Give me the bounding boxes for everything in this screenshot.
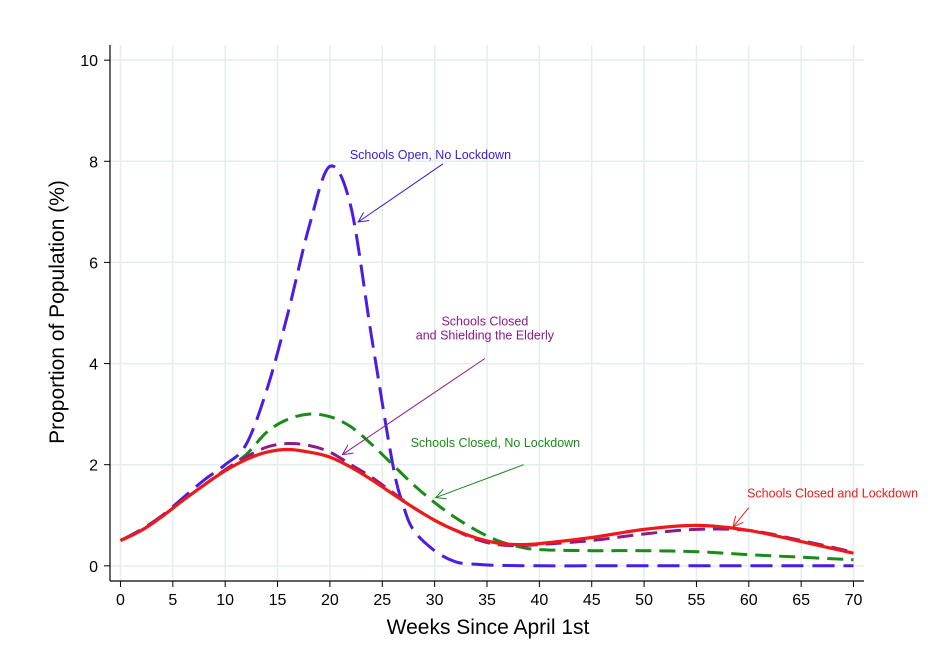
x-tick-label: 65	[792, 592, 810, 609]
series-line-1	[119, 164, 854, 568]
x-tick-label: 25	[373, 592, 391, 609]
annotations: Schools Open, No Lockdown Schools Closeda…	[342, 148, 918, 527]
x-tick-label: 45	[583, 592, 601, 609]
annotation-arrow	[358, 163, 444, 222]
annotation-label: Schools Closed and Lockdown	[747, 487, 918, 501]
annotation-3: Schools Closed, No Lockdown	[411, 436, 581, 498]
x-tick-label: 55	[688, 592, 706, 609]
annotation-1: Schools Open, No Lockdown	[350, 148, 511, 222]
x-tick-label: 60	[740, 592, 758, 609]
x-tick-label: 30	[426, 592, 444, 609]
series-line-4	[119, 447, 854, 555]
annotation-label: Schools Closed, No Lockdown	[411, 436, 581, 450]
annotation-label: Schools Closed	[441, 315, 528, 329]
annotation-arrow	[436, 464, 524, 498]
series-lines	[119, 164, 854, 568]
x-tick-label: 15	[269, 592, 287, 609]
y-tick-label: 10	[80, 53, 98, 70]
x-tick-label: 10	[216, 592, 234, 609]
annotation-arrow	[342, 358, 486, 455]
y-axis-label: Proportion of Population (%)	[46, 180, 69, 444]
x-tick-label: 5	[168, 592, 177, 609]
x-tick-label: 50	[635, 592, 653, 609]
x-tick-label: 20	[321, 592, 339, 609]
annotation-label: and Shielding the Elderly	[416, 329, 555, 343]
y-tick-label: 2	[89, 458, 98, 475]
axes: 0 5 10 15 20 25 30 35 40 45 50 55 60 65 70 0 2 4 6 8 10	[80, 45, 864, 609]
annotation-4: Schools Closed and Lockdown	[733, 487, 918, 527]
annotation-arrow	[733, 507, 750, 527]
x-axis-label: Weeks Since April 1st	[387, 616, 590, 639]
x-tick-label: 35	[478, 592, 496, 609]
y-tick-label: 4	[89, 357, 98, 374]
grid-lines	[110, 45, 864, 581]
x-tick-label: 40	[530, 592, 548, 609]
y-tick-label: 8	[89, 154, 98, 171]
y-tick-label: 6	[89, 255, 98, 272]
annotation-label: Schools Open, No Lockdown	[350, 148, 511, 162]
x-tick-label: 70	[845, 592, 863, 609]
x-tick-label: 0	[116, 592, 125, 609]
y-tick-label: 0	[89, 559, 98, 576]
